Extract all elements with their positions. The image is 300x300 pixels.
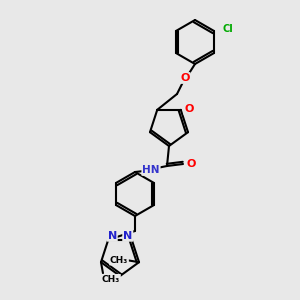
Text: CH₃: CH₃	[110, 256, 128, 265]
Text: Cl: Cl	[223, 24, 233, 34]
Text: O: O	[184, 104, 194, 114]
Text: O: O	[186, 159, 196, 169]
Text: CH₃: CH₃	[102, 275, 120, 284]
Text: N: N	[123, 231, 132, 241]
Text: N: N	[108, 231, 117, 241]
Text: O: O	[180, 73, 190, 83]
Text: HN: HN	[142, 165, 160, 175]
